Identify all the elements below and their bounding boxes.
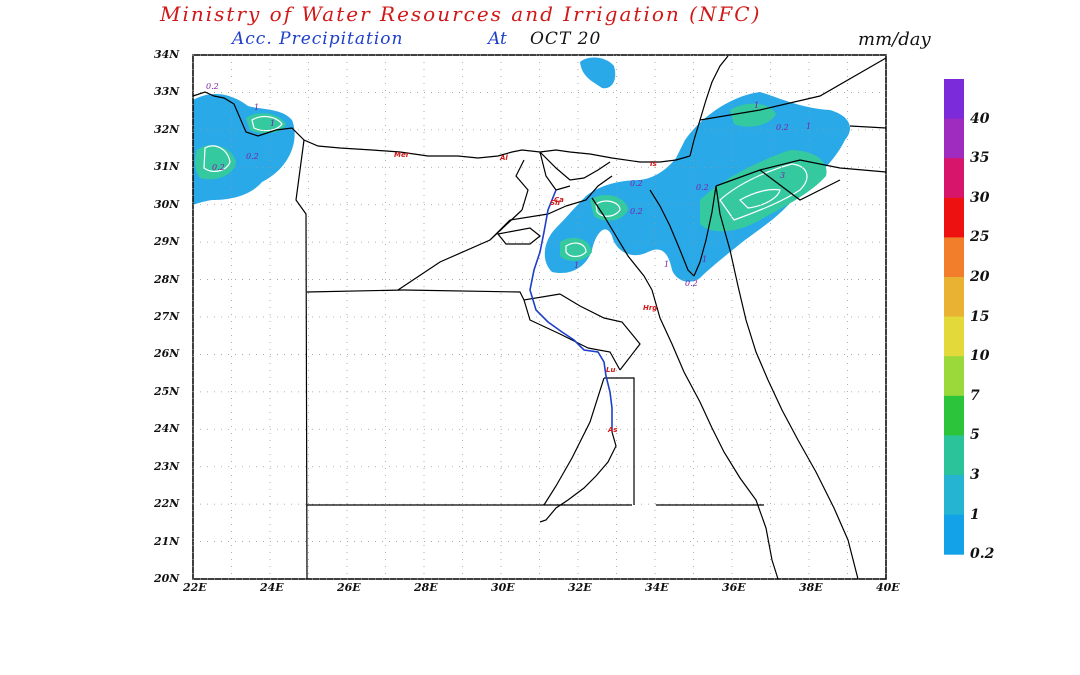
contour-label: 0.2 [212, 163, 225, 172]
city-label: Is [650, 160, 657, 168]
colorbar-segment [944, 118, 964, 159]
precip-area-delta-inner [560, 237, 592, 261]
contour-label: 0.2 [776, 123, 789, 132]
subtitle-date: OCT 20 [530, 29, 602, 49]
city-label: Lu [606, 366, 615, 374]
contour-lines [203, 115, 808, 258]
lat-label: 34N [154, 48, 180, 61]
colorbar-label: 35 [970, 150, 990, 167]
subtitle-at: At [488, 29, 507, 49]
contour-label: 0.2 [630, 179, 643, 188]
colorbar-segment [944, 395, 964, 436]
city-label: Mer [394, 151, 410, 159]
lon-label: 34E [645, 581, 669, 594]
contour-label: 0.2 [206, 82, 219, 91]
contour-label: 1 [702, 255, 707, 264]
subtitle-label: Acc. Precipitation [232, 29, 404, 49]
lon-label: 32E [568, 581, 592, 594]
map-title: Ministry of Water Resources and Irrigati… [160, 2, 762, 26]
lat-label: 26N [154, 347, 180, 361]
colorbar-segment [944, 237, 964, 278]
lat-label: 24N [154, 422, 180, 436]
colorbar-label: 30 [970, 189, 990, 206]
lat-label: 25N [154, 384, 180, 398]
colorbar-label: 15 [970, 308, 990, 325]
contour-label: 3 [780, 171, 785, 180]
colorbar-label: 3 [970, 467, 980, 483]
colorbar-label: 5 [970, 427, 980, 444]
lat-label: 21N [154, 534, 180, 548]
lat-label: 33N [154, 85, 180, 99]
lat-label: 29N [154, 235, 180, 249]
city-label: Hrg [643, 304, 657, 312]
contour-label: 1 [574, 261, 579, 270]
colorbar-segment [944, 475, 964, 516]
colorbar-label: 20 [970, 269, 990, 285]
colorbar-label: 0.2 [970, 546, 995, 563]
lon-label: 40E [876, 581, 900, 594]
contour-label: 1 [754, 101, 759, 110]
contour-label: 0.2 [696, 183, 709, 192]
contour-label: 1 [254, 103, 259, 112]
colorbar-segment [944, 514, 964, 555]
lon-label: 36E [722, 581, 746, 594]
lon-label: 28E [414, 581, 438, 594]
lat-label: 20N [154, 572, 180, 585]
lon-label: 24E [260, 581, 284, 594]
contour-labels: 0.2 1 0.2 1 0.2 1 0.2 0.2 1 3 0.2 0.2 1 1 1 0.2 [206, 82, 811, 288]
contour-label: 0.2 [685, 279, 698, 288]
coastlines-borders [192, 55, 887, 580]
contour-label: 0.2 [630, 207, 643, 216]
contour-label: 1 [664, 260, 669, 269]
lat-label: 28N [154, 272, 180, 286]
colorbar-segment [944, 277, 964, 318]
lat-label: 32N [154, 122, 180, 136]
colorbar-segment [944, 316, 964, 357]
precip-shading [193, 57, 850, 282]
lon-label: 22E [183, 581, 207, 594]
lat-label: 23N [154, 459, 180, 473]
colorbar-segment [944, 356, 964, 397]
precip-area-cyprus [580, 57, 616, 89]
contour-label: 1 [270, 119, 275, 128]
lon-label: 30E [491, 581, 515, 594]
city-label: As [607, 426, 618, 434]
lon-label: 26E [337, 581, 361, 594]
colorbar-label: 10 [970, 348, 990, 365]
units-label: mm/day [858, 29, 931, 50]
colorbar-label: 1 [970, 506, 980, 523]
colorbar-segment [944, 435, 964, 476]
precip-area-levant [544, 92, 850, 282]
city-label: Ca [554, 196, 564, 204]
colorbar-label: 7 [970, 387, 980, 404]
lat-label: 27N [154, 310, 180, 323]
colorbar-segment [944, 79, 964, 120]
city-label: Al [499, 154, 508, 162]
contour-label: 1 [806, 122, 811, 131]
colorbar-segment [944, 158, 964, 199]
lat-label: 31N [154, 160, 180, 174]
colorbar-segment [944, 197, 964, 238]
colorbar-label: 40 [970, 110, 990, 127]
contour-label: 0.2 [246, 152, 259, 161]
lat-label: 30N [154, 197, 180, 211]
city-label: Sh [550, 199, 560, 207]
colorbar-label: 25 [970, 229, 990, 246]
lon-label: 38E [799, 581, 823, 594]
nile-river [529, 189, 613, 432]
lat-label: 22N [154, 497, 180, 511]
colorbar [944, 79, 964, 555]
